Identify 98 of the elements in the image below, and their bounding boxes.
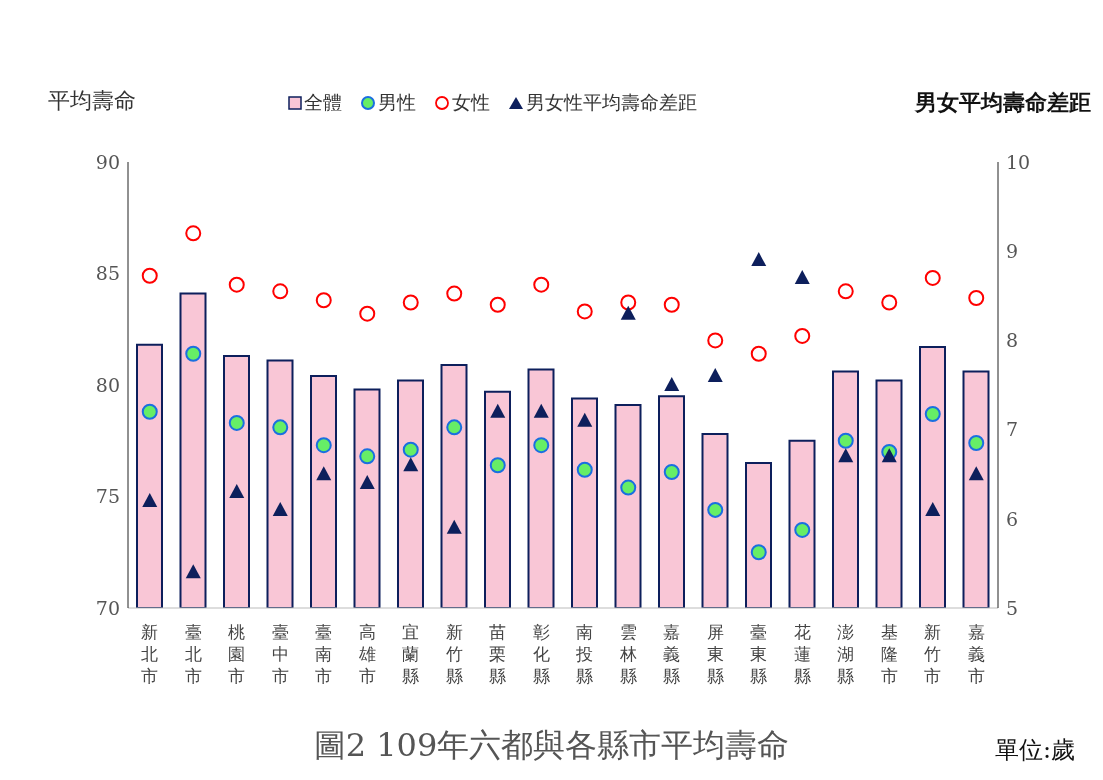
x-tick-label: 嘉義縣: [663, 622, 681, 686]
point: [489, 296, 506, 313]
point: [446, 419, 463, 436]
point: [489, 457, 506, 474]
point: [141, 403, 158, 420]
point: [533, 403, 549, 418]
point: [620, 294, 637, 311]
y2-tick-label: 8: [1006, 329, 1019, 352]
point: [403, 457, 419, 472]
x-tick-label: 新竹縣: [445, 622, 463, 686]
legend-label: 男性: [377, 90, 416, 115]
point: [359, 475, 375, 490]
point: [185, 225, 202, 242]
x-tick-label: 臺北市: [184, 622, 202, 686]
x-tick-label: 彰化縣: [532, 622, 550, 686]
x-tick-label: 澎湖縣: [837, 622, 855, 686]
x-tick-label: 新北市: [141, 622, 159, 686]
y2-tick-label: 10: [1006, 150, 1031, 173]
y2-axis-title: 男女平均壽命差距: [915, 88, 1091, 117]
point: [794, 521, 811, 538]
legend-label: 全體: [303, 90, 342, 115]
text: 單位:歲: [994, 735, 1075, 766]
point: [229, 484, 245, 499]
x-tick-label: 宜蘭縣: [402, 622, 420, 686]
point: [750, 544, 767, 561]
x-tick-label: 屏東縣: [706, 622, 724, 686]
x-tick-label: 基隆市: [880, 622, 898, 686]
point: [968, 434, 985, 451]
point: [664, 377, 680, 391]
point: [794, 269, 810, 284]
x-tick-label: 花蓮縣: [793, 622, 811, 686]
point: [272, 283, 289, 300]
y-tick-label: 90: [95, 150, 120, 173]
text: 圖2 109年六都與各縣市平均壽命: [313, 726, 790, 764]
point: [533, 437, 550, 454]
point: [272, 419, 289, 436]
y2-tick-label: 6: [1006, 507, 1019, 530]
point: [228, 276, 245, 293]
x-tick-label: 臺中市: [271, 622, 289, 686]
point: [925, 501, 941, 516]
x-tick-label: 苗栗縣: [489, 622, 507, 686]
point: [837, 432, 854, 449]
legend-label: 女性: [451, 90, 490, 115]
point: [446, 285, 463, 302]
legend-label: 男女性平均壽命差距: [525, 90, 697, 115]
point: [620, 305, 636, 320]
point: [968, 290, 985, 307]
y-tick-label: 80: [95, 373, 120, 396]
point: [316, 466, 332, 481]
point: [185, 564, 201, 579]
point: [359, 305, 376, 322]
point: [141, 267, 158, 284]
point: [838, 448, 854, 463]
y2-tick-label: 9: [1006, 239, 1019, 262]
point: [794, 327, 811, 344]
point: [533, 276, 550, 293]
point: [315, 437, 332, 454]
x-tick-label: 南投縣: [575, 622, 594, 686]
point: [750, 345, 767, 362]
y2-tick-label: 7: [1006, 418, 1019, 441]
point: [576, 461, 593, 478]
y-tick-label: 70: [95, 596, 120, 619]
point: [663, 296, 680, 313]
point: [751, 252, 767, 267]
x-tick-label: 臺南市: [315, 622, 333, 686]
point: [968, 466, 984, 481]
point: [402, 441, 419, 458]
point: [577, 412, 593, 427]
point: [446, 519, 462, 534]
x-tick-label: 嘉義市: [967, 622, 985, 686]
point: [402, 294, 419, 311]
point: [881, 448, 897, 463]
point: [185, 345, 202, 362]
point: [837, 283, 854, 300]
point: [707, 332, 724, 349]
point: [924, 269, 941, 286]
point: [359, 448, 376, 465]
y2-tick-label: 5: [1006, 596, 1019, 619]
point: [576, 303, 593, 320]
point: [707, 368, 723, 383]
point: [490, 403, 506, 418]
x-tick-label: 雲林縣: [618, 622, 637, 686]
y-tick-label: 75: [95, 485, 120, 508]
y-tick-label: 85: [95, 262, 120, 285]
point: [272, 501, 288, 516]
point: [707, 501, 724, 518]
point: [142, 492, 158, 507]
point: [228, 414, 245, 431]
point: [315, 292, 332, 309]
y-axis-title: 平均壽命: [48, 87, 136, 115]
x-tick-label: 臺東縣: [750, 622, 768, 686]
point: [924, 405, 941, 422]
x-tick-label: 高雄市: [357, 622, 376, 686]
x-tick-label: 桃園市: [228, 622, 246, 686]
point: [663, 463, 680, 480]
point: [620, 479, 637, 496]
point: [881, 294, 898, 311]
x-tick-label: 新竹市: [924, 622, 942, 686]
